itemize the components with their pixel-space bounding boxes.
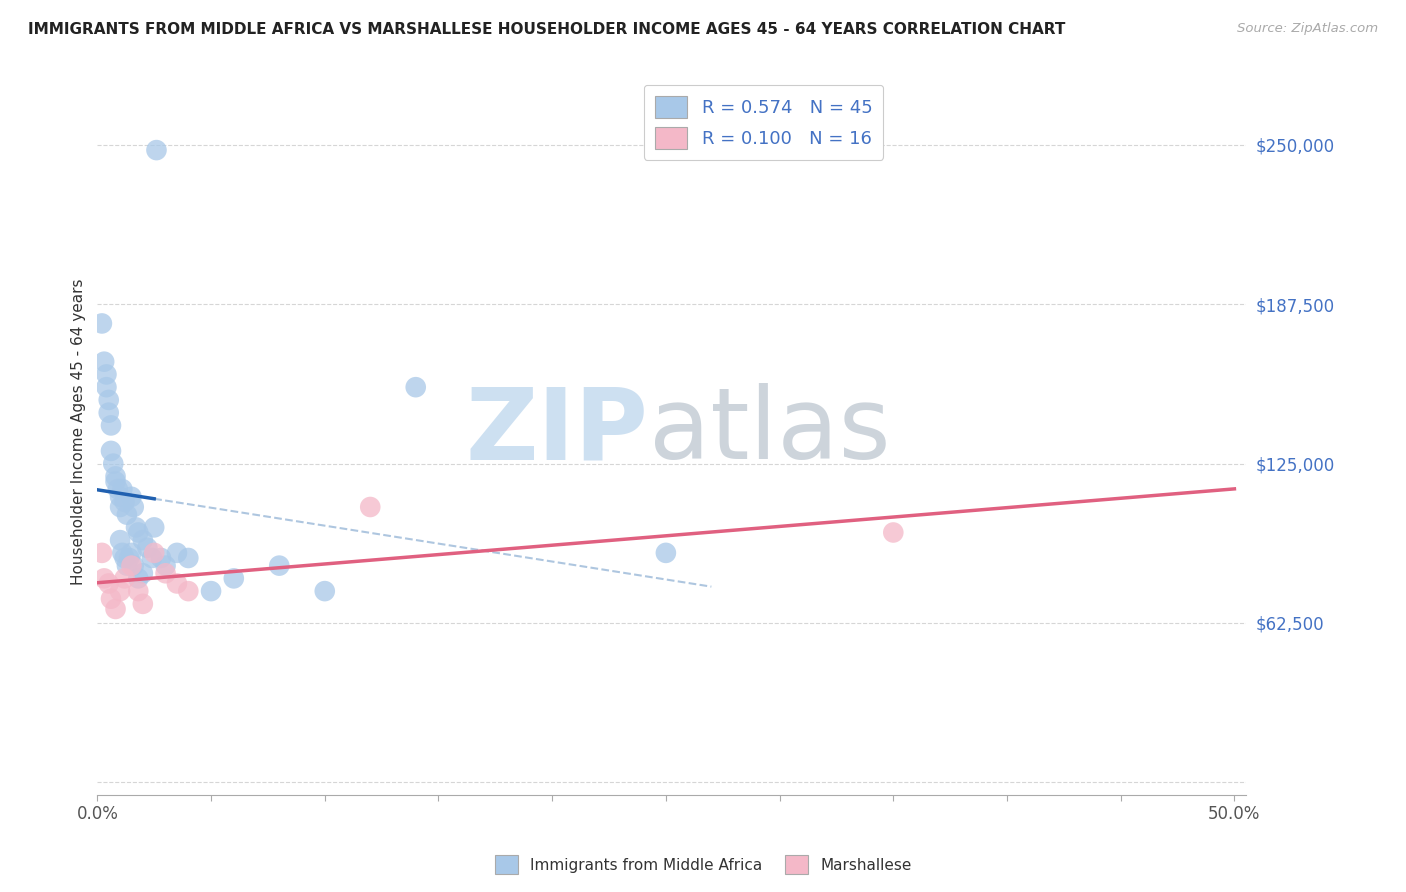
Point [90,546,112,560]
Point [155,558,177,573]
Point [115,558,138,573]
Point [132,597,155,611]
Point [155,566,177,581]
Point [104,475,127,489]
Point [114,551,136,566]
Point [122,500,145,514]
Point [141,551,163,566]
Point [132,533,155,548]
Point [115,508,138,522]
Point [177,584,200,599]
Point [111,482,134,496]
Point [108,584,131,599]
Point [314,584,336,599]
Point [150,551,173,566]
Point [143,546,166,560]
Point [132,566,155,581]
Point [100,418,122,433]
Point [107,482,129,496]
Point [125,520,148,534]
Point [143,520,166,534]
Point [114,571,136,585]
Point [882,525,904,540]
Point [200,584,222,599]
Point [127,584,149,599]
Point [96,380,118,394]
Point [97,406,120,420]
Point [359,500,381,514]
Point [269,558,291,573]
Point [96,368,118,382]
Text: IMMIGRANTS FROM MIDDLE AFRICA VS MARSHALLESE HOUSEHOLDER INCOME AGES 45 - 64 YEA: IMMIGRANTS FROM MIDDLE AFRICA VS MARSHAL… [28,22,1066,37]
Point [166,576,188,591]
Point [166,546,188,560]
Point [114,495,136,509]
Text: ZIP: ZIP [465,384,648,480]
Point [104,602,127,616]
Point [104,469,127,483]
Point [111,546,134,560]
Point [90,317,112,331]
Point [103,457,125,471]
Point [122,558,145,573]
Point [127,571,149,585]
Point [145,143,167,157]
Point [177,551,200,566]
Point [222,571,245,585]
Point [97,392,120,407]
Text: atlas: atlas [648,384,890,480]
Point [655,546,678,560]
Legend: Immigrants from Middle Africa, Marshallese: Immigrants from Middle Africa, Marshalle… [488,849,918,880]
Point [93,354,115,368]
Point [121,490,143,504]
Text: Source: ZipAtlas.com: Source: ZipAtlas.com [1237,22,1378,36]
Point [100,591,122,606]
Point [97,576,120,591]
Point [121,558,143,573]
Point [121,546,143,560]
Point [93,571,115,585]
Point [100,444,122,458]
Point [405,380,427,394]
Point [127,525,149,540]
Legend: R = 0.574   N = 45, R = 0.100   N = 16: R = 0.574 N = 45, R = 0.100 N = 16 [644,85,883,160]
Point [108,500,131,514]
Y-axis label: Householder Income Ages 45 - 64 years: Householder Income Ages 45 - 64 years [72,278,86,585]
Point [108,490,131,504]
Point [136,541,159,555]
Point [118,551,141,566]
Point [108,533,131,548]
